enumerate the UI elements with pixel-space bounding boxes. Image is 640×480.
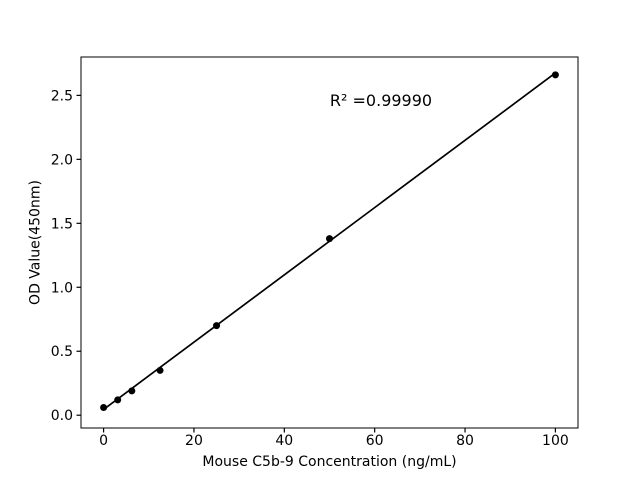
r-squared-annotation: R² =0.99990 <box>329 91 433 110</box>
x-tick-label: 20 <box>185 433 203 449</box>
data-point <box>156 366 164 374</box>
data-point <box>114 396 122 404</box>
y-tick-label: 2.0 <box>51 152 73 168</box>
y-axis-label: OD Value(450nm) <box>27 180 44 305</box>
data-point <box>213 322 221 330</box>
axes-frame <box>80 56 579 429</box>
data-point <box>551 71 559 79</box>
x-tick-label: 0 <box>99 433 108 449</box>
x-tick-label: 80 <box>456 433 474 449</box>
y-tick-label: 0.0 <box>51 408 73 424</box>
y-tick-label: 1.0 <box>51 280 73 296</box>
data-point <box>100 404 108 412</box>
x-tick-label: 60 <box>366 433 384 449</box>
data-point <box>326 235 333 243</box>
x-axis-label: Mouse C5b-9 Concentration (ng/mL) <box>202 454 457 470</box>
data-point <box>128 387 136 395</box>
x-tick-label: 100 <box>542 433 569 449</box>
y-tick-label: 0.5 <box>51 344 73 360</box>
y-tick-label: 2.5 <box>51 88 73 104</box>
y-tick-label: 1.5 <box>51 216 73 232</box>
x-tick-label: 40 <box>275 433 293 449</box>
